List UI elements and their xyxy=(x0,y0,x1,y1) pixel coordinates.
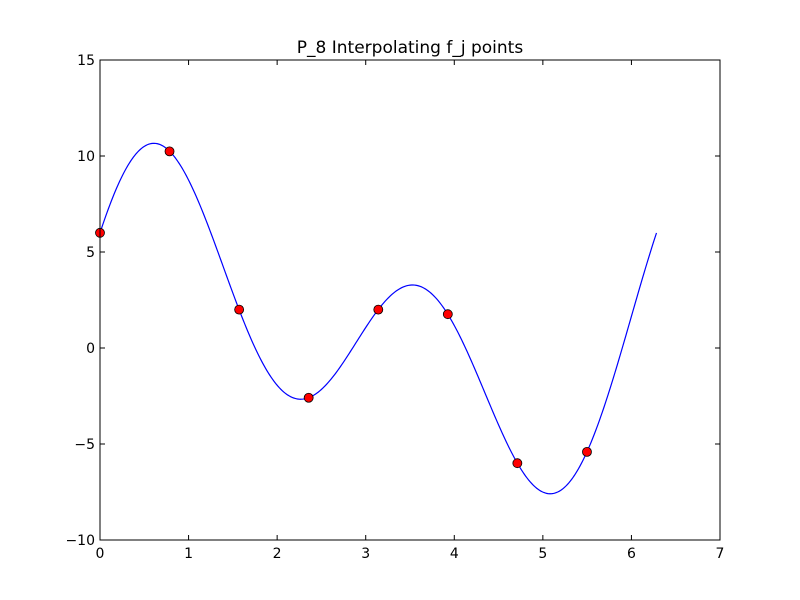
axis-tick-labels: 0 1 2 3 4 5 6 7 −10 −5 0 5 10 15 xyxy=(65,53,724,562)
plot-frame xyxy=(99,59,721,541)
x-tick-label: 0 xyxy=(96,546,105,562)
y-tick-label: 0 xyxy=(86,341,95,357)
x-tick-label: 7 xyxy=(716,546,725,562)
y-tick-label: −5 xyxy=(74,437,95,453)
plot-area xyxy=(100,60,720,540)
y-tick-label: 15 xyxy=(77,53,95,69)
x-tick-label: 1 xyxy=(184,546,193,562)
y-tick-label: −10 xyxy=(65,533,95,549)
data-point xyxy=(373,304,384,315)
data-point xyxy=(303,392,314,403)
data-point xyxy=(512,458,523,469)
data-point xyxy=(234,304,245,315)
y-tick-label: 5 xyxy=(86,245,95,261)
x-tick-label: 5 xyxy=(538,546,547,562)
data-point xyxy=(164,146,175,157)
data-point xyxy=(442,309,453,320)
x-tick-label: 2 xyxy=(273,546,282,562)
series-layer xyxy=(95,142,658,495)
data-point xyxy=(582,446,592,457)
x-tick-label: 6 xyxy=(627,546,636,562)
x-tick-label: 3 xyxy=(361,546,370,562)
y-tick-label: 10 xyxy=(77,149,95,165)
x-tick-label: 4 xyxy=(450,546,459,562)
chart-title: P_8 Interpolating f_j points xyxy=(297,38,524,58)
